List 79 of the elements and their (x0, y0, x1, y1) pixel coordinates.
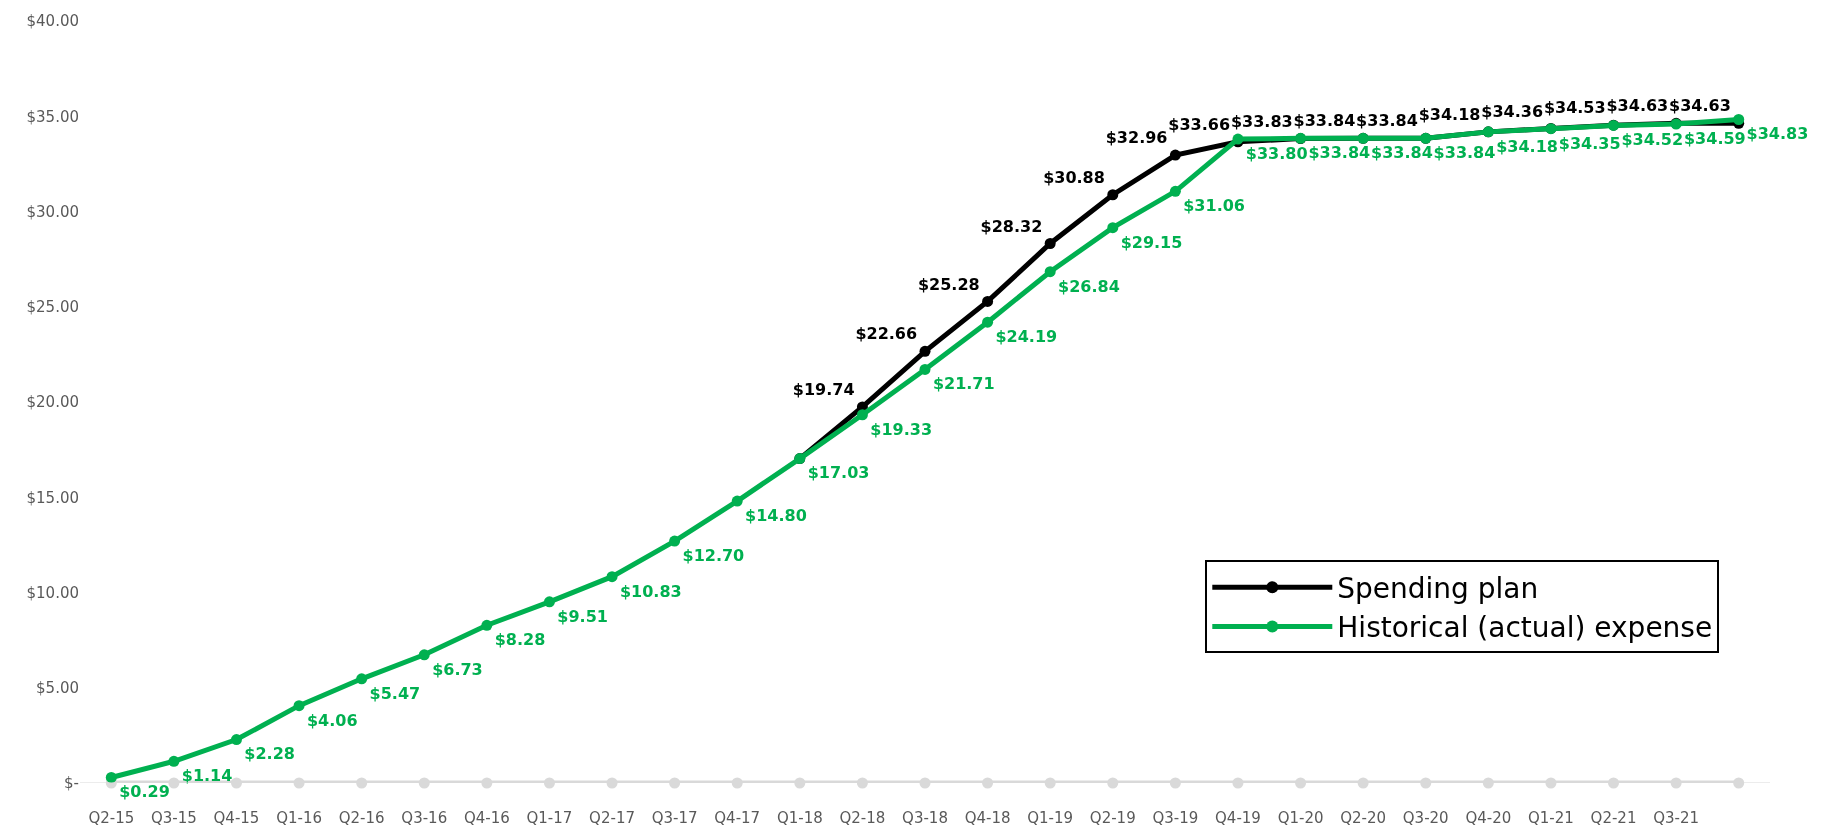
data-label: $34.35 (1558, 133, 1621, 153)
data-label: $10.83 (619, 581, 682, 601)
data-label: $33.66 (1168, 114, 1231, 134)
x-tick-label: Q3-18 (902, 809, 948, 827)
y-tick-label: $15.00 (26, 488, 79, 507)
data-label: $34.53 (1543, 98, 1606, 118)
y-tick-label: $30.00 (26, 202, 79, 221)
data-label: $34.63 (1669, 96, 1731, 116)
x-tick-label: Q1-18 (776, 809, 823, 827)
data-label: $22.66 (855, 324, 918, 344)
data-label: $0.29 (119, 782, 170, 802)
x-tick-label: Q2-18 (839, 809, 886, 827)
data-label: $33.80 (1245, 143, 1308, 163)
legend-label: Historical (actual) expense (1337, 611, 1713, 645)
data-label: $2.28 (244, 744, 295, 764)
x-tick-label: Q1-19 (1027, 809, 1074, 827)
data-label: $4.06 (306, 710, 358, 730)
y-tick-label: $40.00 (26, 12, 79, 31)
data-label: $34.52 (1621, 130, 1684, 150)
data-label: $34.83 (1746, 124, 1809, 144)
data-label: $19.33 (870, 419, 933, 439)
data-label: $33.84 (1293, 111, 1356, 131)
data-label: $33.84 (1371, 143, 1433, 163)
data-label: $31.06 (1183, 196, 1245, 216)
data-label: $33.84 (1356, 111, 1418, 131)
x-tick-label: Q4-19 (1215, 809, 1261, 827)
data-label: $14.80 (745, 505, 807, 525)
data-label: $34.18 (1496, 136, 1558, 156)
x-tick-label: Q2-16 (338, 809, 385, 827)
data-label: $1.14 (181, 766, 233, 786)
data-label: $19.74 (792, 380, 855, 400)
data-label: $32.96 (1105, 128, 1168, 148)
x-tick-label: Q4-15 (213, 809, 260, 827)
x-tick-label: Q2-19 (1089, 809, 1136, 827)
data-label: $25.28 (917, 274, 980, 294)
x-tick-label: Q2-17 (589, 809, 635, 827)
y-tick-label: $35.00 (26, 107, 79, 126)
data-label: $34.36 (1481, 101, 1544, 121)
y-tick-label: $- (64, 774, 79, 793)
x-tick-label: Q4-20 (1465, 809, 1512, 827)
y-tick-label: $25.00 (26, 298, 79, 316)
data-label: $26.84 (1058, 276, 1120, 296)
data-label: $29.15 (1120, 232, 1183, 252)
y-tick-label: $10.00 (26, 583, 79, 602)
data-label: $8.28 (494, 630, 546, 650)
data-label: $30.88 (1043, 167, 1105, 187)
x-tick-label: Q3-16 (401, 809, 448, 827)
x-tick-label: Q2-15 (88, 809, 135, 827)
data-label: $34.63 (1606, 96, 1669, 116)
data-label: $33.84 (1433, 143, 1496, 163)
x-tick-label: Q3-19 (1152, 809, 1199, 827)
data-label: $24.19 (995, 327, 1058, 347)
x-tick-label: Q1-16 (276, 809, 322, 827)
legend-label: Spending plan (1337, 572, 1539, 606)
data-label: $33.83 (1230, 111, 1293, 131)
data-label: $21.71 (932, 374, 995, 394)
data-label: $28.32 (980, 216, 1043, 236)
x-tick-label: Q3-20 (1402, 809, 1449, 827)
x-tick-label: Q1-20 (1277, 809, 1324, 827)
data-label: $17.03 (807, 463, 870, 483)
data-label: $33.84 (1308, 143, 1371, 163)
x-tick-label: Q1-21 (1528, 809, 1574, 827)
x-tick-label: Q4-16 (463, 809, 510, 827)
x-tick-label: Q3-21 (1653, 809, 1700, 827)
x-tick-label: Q1-17 (526, 809, 573, 827)
x-tick-label: Q3-17 (651, 809, 698, 827)
x-tick-label: Q2-21 (1590, 809, 1637, 827)
data-label: $34.59 (1683, 128, 1746, 148)
y-tick-label: $5.00 (36, 679, 79, 697)
data-label: $9.51 (557, 606, 608, 626)
data-label: $34.18 (1418, 105, 1481, 124)
x-tick-label: Q3-15 (150, 809, 197, 827)
data-label: $5.47 (369, 683, 421, 703)
y-tick-label: $20.00 (26, 393, 79, 412)
x-tick-label: Q2-20 (1340, 809, 1387, 827)
data-label: $12.70 (682, 545, 745, 565)
x-tick-label: Q4-18 (964, 809, 1011, 827)
data-label: $6.73 (432, 659, 483, 679)
x-tick-label: Q4-17 (714, 809, 761, 827)
